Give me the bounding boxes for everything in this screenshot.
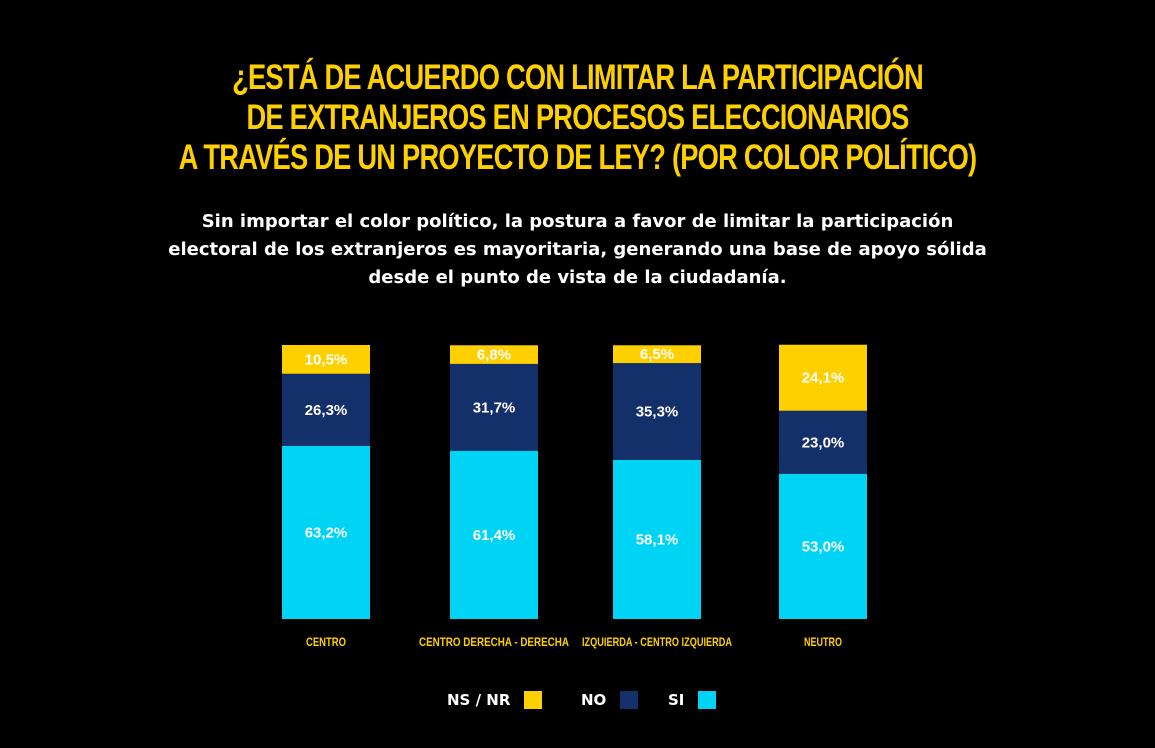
bar-no-centro <box>282 373 370 446</box>
subtitle-line-3: desde el punto de vista de la ciudadanía… <box>368 267 787 288</box>
legend-label-si: SI <box>668 691 685 709</box>
data-label-no-izquierda-centro-izquierda: 35,3% <box>636 403 679 420</box>
data-label-ns-nr-centro-derecha-derecha: 6,8% <box>477 347 511 364</box>
chart-subtitle: Sin importar el color político, la postu… <box>0 208 1155 292</box>
category-label-neutro: NEUTRO <box>804 635 842 649</box>
category-label-centro: CENTRO <box>306 635 346 649</box>
bar-no-centro-derecha-derecha <box>450 363 538 451</box>
bar-ns-nr-izquierda-centro-izquierda <box>613 345 701 364</box>
bar-si-centro-derecha-derecha <box>450 450 538 619</box>
data-label-no-neutro: 23,0% <box>802 434 845 451</box>
bar-ns-nr-centro-derecha-derecha <box>450 345 538 364</box>
title-line-3: A TRAVÉS DE UN PROYECTO DE LEY? (POR COL… <box>178 138 977 177</box>
bar-no-izquierda-centro-izquierda <box>613 363 701 460</box>
title-line-1: ¿ESTÁ DE ACUERDO CON LIMITAR LA PARTICIP… <box>232 58 924 97</box>
bar-si-neutro <box>779 473 867 619</box>
bar-no-neutro <box>779 410 867 474</box>
data-label-ns-nr-centro: 10,5% <box>305 351 348 368</box>
chart-title: ¿ESTÁ DE ACUERDO CON LIMITAR LA PARTICIP… <box>127 58 1028 178</box>
data-label-no-centro-derecha-derecha: 31,7% <box>473 399 516 416</box>
data-label-si-izquierda-centro-izquierda: 58,1% <box>636 531 679 548</box>
bar-si-centro <box>282 445 370 619</box>
legend-label-ns-nr: NS / NR <box>447 691 511 709</box>
bar-ns-nr-neutro <box>779 344 867 411</box>
title-line-2: DE EXTRANJEROS EN PROCESOS ELECCIONARIOS <box>246 98 909 137</box>
bar-si-izquierda-centro-izquierda <box>613 459 701 619</box>
subtitle-line-2: electoral de los extranjeros es mayorita… <box>168 239 987 260</box>
legend-item-ns-nr: NS / NR <box>447 688 543 712</box>
data-label-si-neutro: 53,0% <box>802 538 845 555</box>
category-label-centro-derecha-derecha: CENTRO DERECHA - DERECHA <box>419 635 569 649</box>
subtitle-line-1: Sin importar el color político, la postu… <box>201 211 954 232</box>
legend-item-no: NO <box>581 688 639 712</box>
data-label-ns-nr-izquierda-centro-izquierda: 6,5% <box>640 346 674 363</box>
category-label-izquierda-centro-izquierda: IZQUIERDA - CENTRO IZQUIERDA <box>582 635 732 649</box>
legend-swatch-no <box>620 691 639 709</box>
legend-item-si: SI <box>668 688 717 712</box>
legend-swatch-si <box>698 691 717 709</box>
legend-swatch-ns-nr <box>524 691 543 709</box>
bar-ns-nr-centro <box>282 345 370 374</box>
legend-label-no: NO <box>581 691 607 709</box>
data-label-no-centro: 26,3% <box>305 402 348 419</box>
data-label-ns-nr-neutro: 24,1% <box>802 370 845 387</box>
data-label-si-centro: 63,2% <box>305 524 348 541</box>
data-label-si-centro-derecha-derecha: 61,4% <box>473 527 516 544</box>
